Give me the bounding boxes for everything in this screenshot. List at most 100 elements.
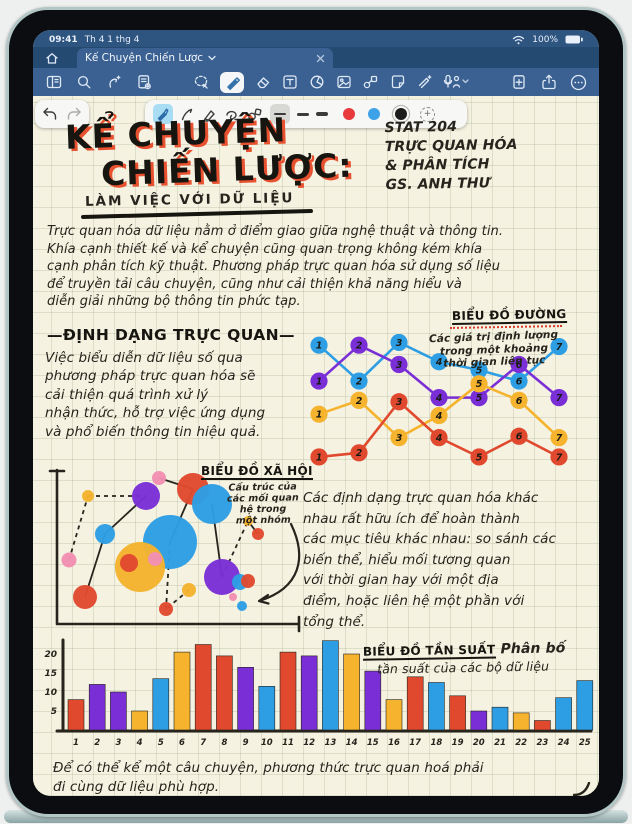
undo-redo-toolbar [35, 100, 89, 128]
scribble-eraser-tool[interactable] [224, 107, 240, 122]
text-tool-icon[interactable] [281, 74, 298, 91]
color-swatch-blue[interactable] [368, 108, 380, 120]
section-body: Việc biểu diễn dữ liệu số qua phương phá… [45, 350, 266, 440]
svg-text:8: 8 [221, 738, 227, 748]
svg-text:11: 11 [282, 738, 294, 748]
battery-percent: 100% [532, 34, 558, 45]
svg-text:2: 2 [356, 341, 363, 352]
shape-recognition-tool[interactable] [247, 107, 263, 122]
ipad-frame: 09:41 Th 4 1 thg 4 100% Kế Chu [6, 7, 626, 817]
chevron-down-icon [208, 55, 216, 61]
date: Th 4 1 thg 4 [84, 34, 140, 45]
svg-text:7: 7 [556, 393, 563, 404]
bar-chart-subtitle1: Phân bố [500, 640, 566, 658]
home-icon [46, 52, 58, 64]
svg-text:2: 2 [356, 448, 363, 459]
home-button[interactable] [41, 49, 63, 67]
sticky-note-icon[interactable] [389, 74, 406, 91]
wifi-icon [513, 35, 525, 44]
svg-text:3: 3 [115, 738, 121, 748]
svg-text:5: 5 [476, 379, 483, 390]
elements-tool-icon[interactable] [362, 74, 379, 91]
note-title-line2: CHIẾN LƯỢC: [100, 145, 354, 194]
tab-active[interactable]: Kế Chuyện Chiến Lược [77, 48, 333, 68]
svg-text:14: 14 [346, 738, 358, 748]
page-options-icon[interactable] [135, 74, 152, 91]
lasso-tool-icon[interactable] [193, 74, 210, 91]
svg-text:25: 25 [579, 738, 591, 748]
svg-text:3: 3 [396, 397, 403, 408]
intro-paragraph: Trực quan hóa dữ liệu nằm ở điểm giao gi… [47, 224, 504, 310]
line-chart-note: Các giá trị định lượng trong một khoảng … [428, 328, 559, 370]
svg-text:2: 2 [94, 738, 100, 748]
add-color-button[interactable]: + [420, 106, 435, 122]
svg-text:6: 6 [179, 738, 185, 748]
magic-pen-icon[interactable] [416, 74, 433, 91]
svg-text:15: 15 [367, 738, 379, 748]
eraser-icon[interactable] [254, 74, 271, 91]
svg-text:4: 4 [435, 393, 443, 404]
svg-text:7: 7 [556, 452, 563, 463]
color-swatch-red[interactable] [343, 108, 355, 120]
close-tab-icon[interactable] [316, 54, 325, 63]
shapes-tool-icon[interactable] [308, 74, 325, 91]
highlighter-tool[interactable] [202, 107, 217, 122]
stroke-width-thin-selected[interactable] [270, 104, 290, 124]
line-chart-title: BIỂU ĐỒ ĐƯỜNG [451, 307, 567, 325]
navigate-sparkle-icon[interactable] [105, 74, 122, 91]
tab-bar: Kế Chuyện Chiến Lược [33, 47, 599, 68]
sidebar-pages-icon[interactable] [45, 74, 62, 91]
redo-icon[interactable] [66, 107, 82, 121]
search-icon[interactable] [75, 74, 92, 91]
svg-text:1: 1 [73, 738, 79, 748]
bar-chart-title-block: BIỂU ĐỒ TẦN SUẤT Phân bố tần suất của cá… [362, 637, 566, 677]
undo-icon[interactable] [42, 107, 58, 121]
svg-text:6: 6 [516, 432, 523, 443]
fountain-pen-tool-selected[interactable] [153, 104, 173, 124]
svg-text:16: 16 [388, 738, 400, 748]
svg-text:1: 1 [316, 452, 323, 463]
svg-text:3: 3 [396, 360, 403, 371]
svg-text:5: 5 [158, 738, 164, 748]
svg-text:13: 13 [324, 738, 336, 748]
note-title-line3: LÀM VIỆC VỚI DỮ LIỆU [84, 190, 295, 210]
bubble-network-chart [48, 468, 301, 633]
title-underline [80, 208, 314, 220]
pen-tool-selected[interactable] [220, 71, 244, 93]
course-info: STAT 204 TRỰC QUAN HÓA & PHÂN TÍCH GS. A… [384, 118, 518, 194]
svg-text:21: 21 [494, 738, 506, 748]
stroke-width-thick[interactable] [316, 112, 328, 116]
svg-text:10: 10 [261, 738, 273, 748]
bar-chart-axes [55, 638, 593, 733]
svg-text:4: 4 [435, 433, 443, 444]
svg-text:12: 12 [303, 738, 315, 748]
ballpoint-pen-tool[interactable] [180, 107, 195, 122]
line-chart: 1 2 3 4 5 6 7 1 2 3 4 5 6 7 1 2 3 4 5 6 7 1 2 3 4 5 6 7 [310, 334, 568, 466]
color-swatch-black-selected[interactable] [395, 108, 407, 120]
closing-paragraph: Để có thể kể một câu chuyện, phương thức… [53, 760, 484, 795]
social-chart-axes [48, 468, 301, 633]
svg-text:20: 20 [44, 650, 57, 660]
image-tool-icon[interactable] [335, 74, 352, 91]
pen-style-toolbar: + [145, 100, 467, 128]
audio-transcribe-icon[interactable] [443, 74, 469, 91]
add-page-icon[interactable] [510, 74, 527, 91]
svg-text:1: 1 [316, 341, 323, 352]
svg-text:24: 24 [558, 738, 570, 748]
svg-text:20: 20 [473, 738, 485, 748]
note-canvas[interactable]: + KỂ CHUYỆN CHIẾN LƯỢC: LÀM VIỆC VỚI DỮ … [33, 96, 599, 796]
svg-text:7: 7 [556, 433, 563, 444]
battery-icon [565, 35, 583, 44]
main-toolbar [33, 68, 599, 96]
more-options-icon[interactable] [570, 74, 587, 91]
svg-text:17: 17 [409, 738, 421, 748]
stroke-width-medium[interactable] [297, 112, 309, 116]
svg-text:7: 7 [556, 342, 563, 353]
svg-text:6: 6 [516, 376, 523, 387]
svg-text:3: 3 [396, 338, 403, 349]
pen-icon [226, 76, 240, 90]
svg-text:22: 22 [515, 738, 527, 748]
share-icon[interactable] [540, 74, 557, 91]
